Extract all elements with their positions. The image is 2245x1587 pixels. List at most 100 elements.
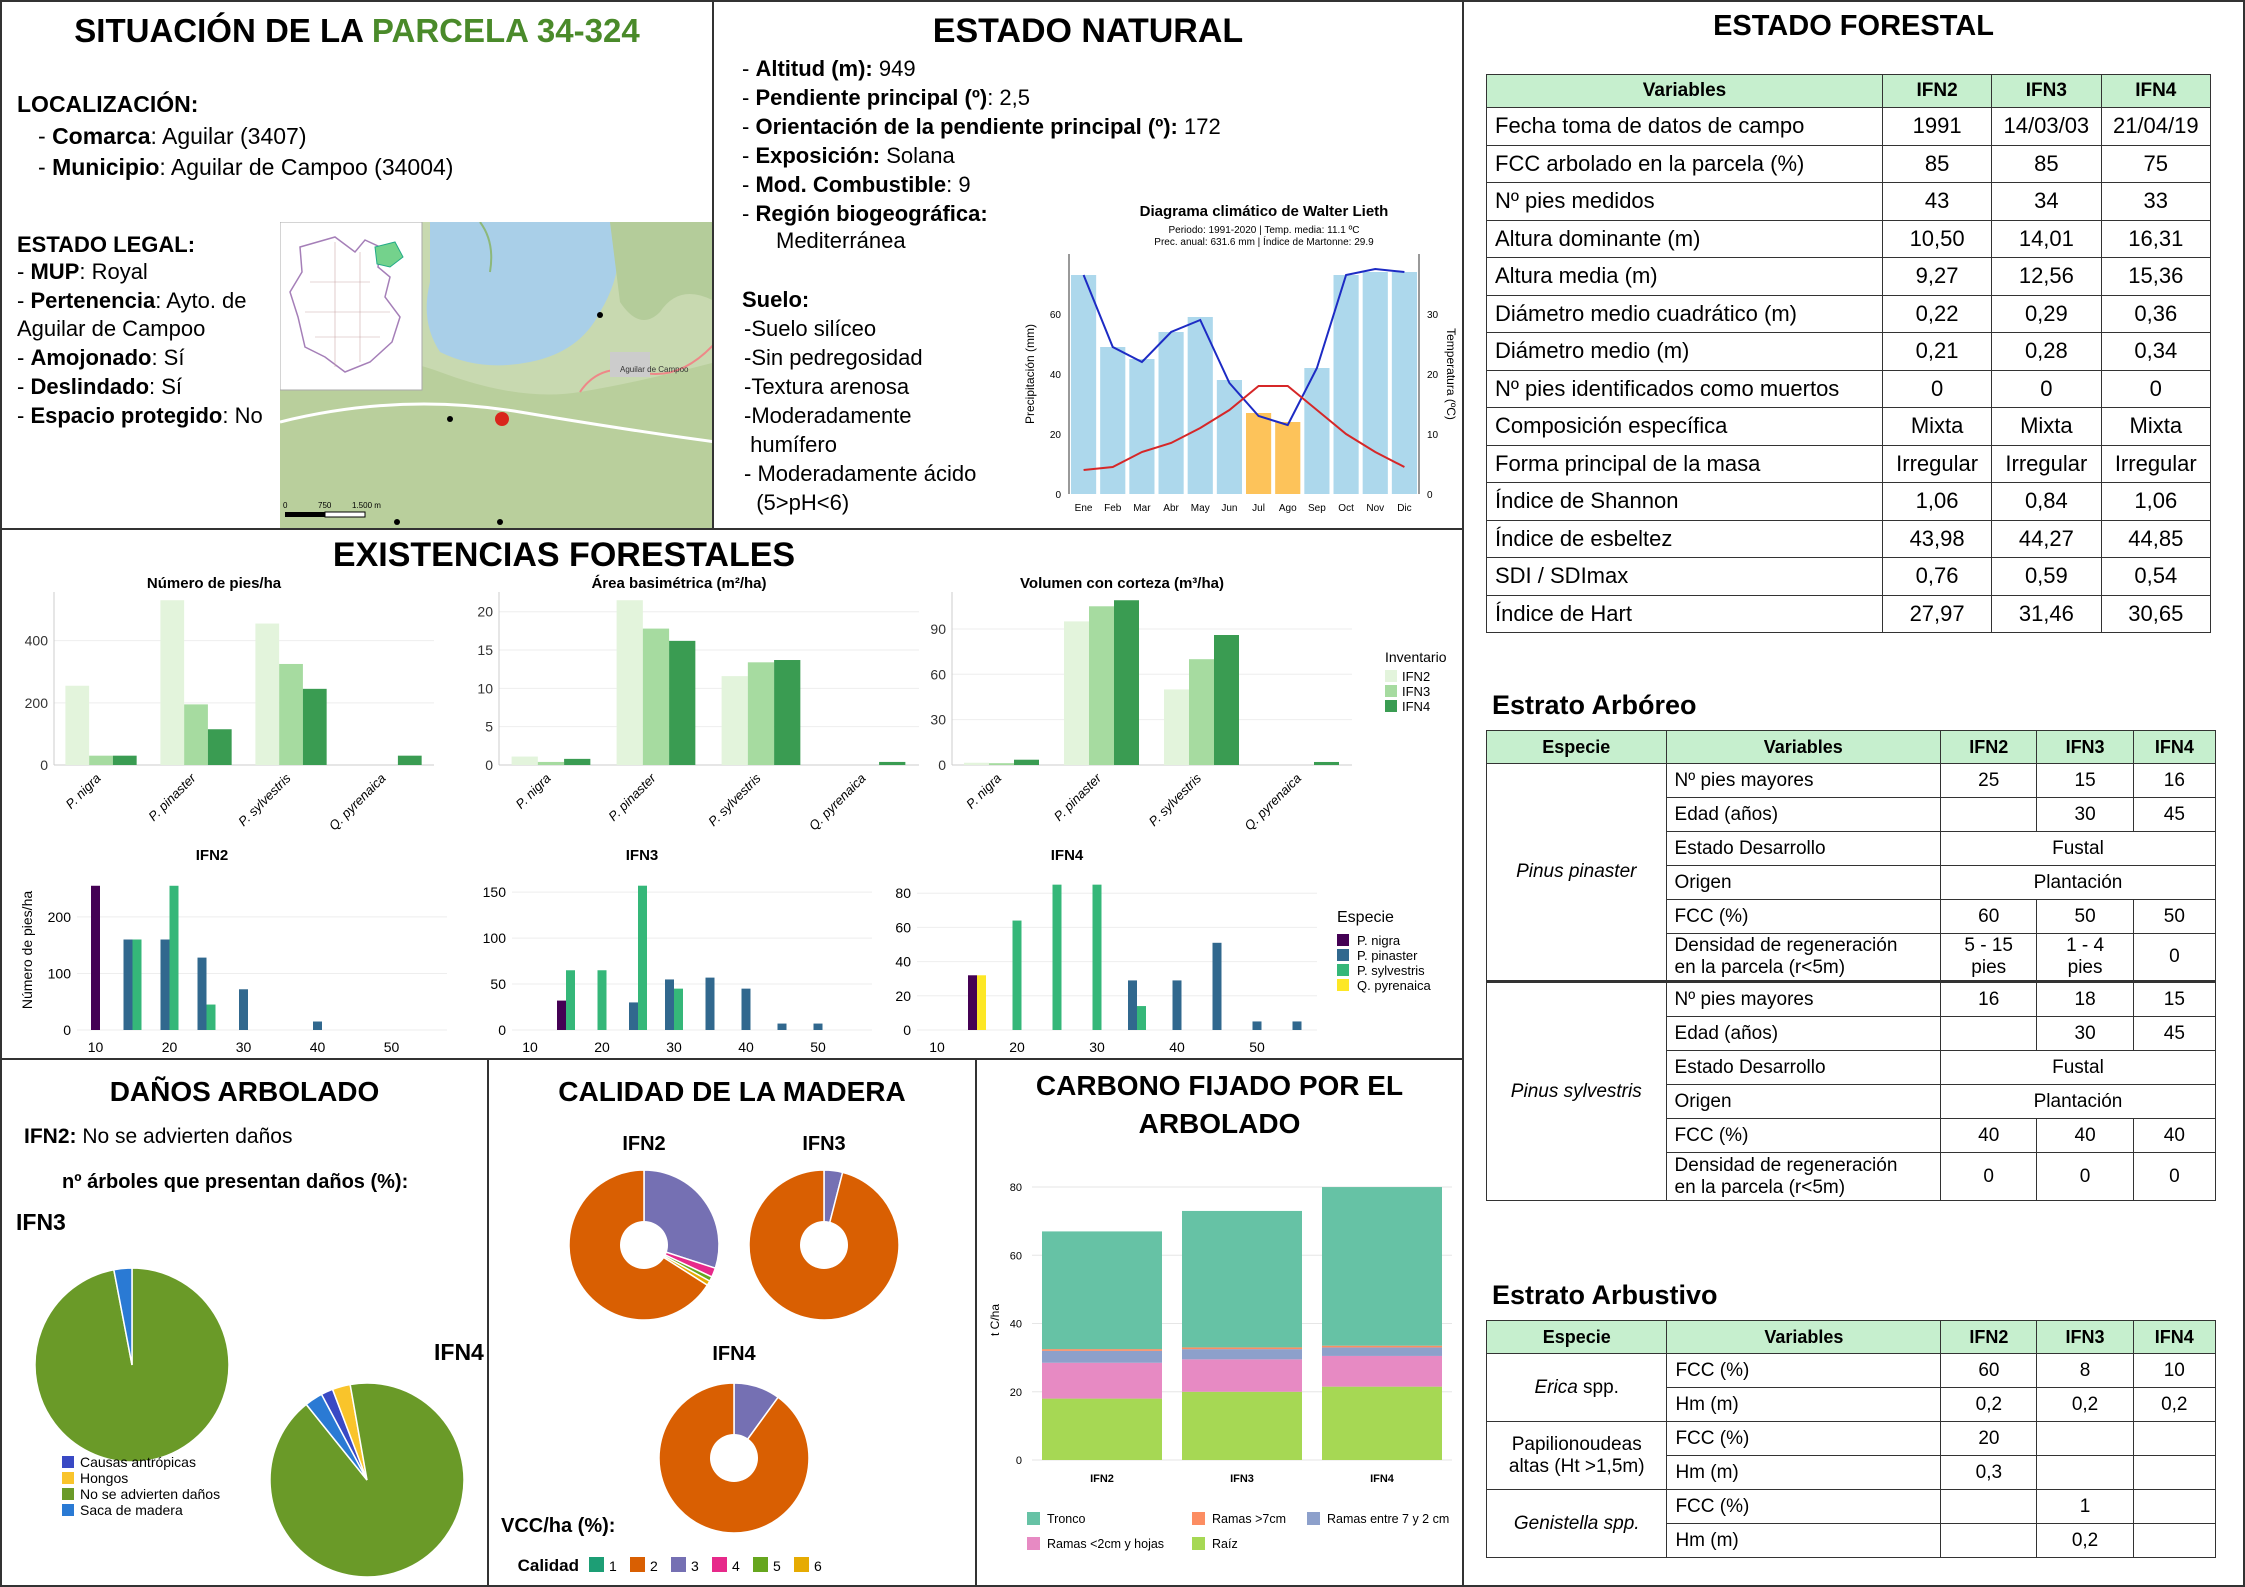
natural-item: - Altitud (m): 949 [742,54,916,83]
climograph-month-label: Jun [1221,503,1237,514]
table-cell: 0 [1939,1152,2038,1201]
existencias-chart-title: Volumen con corteza (m³/ha) [1020,575,1224,592]
existencias-species-label: P. nigra [63,771,104,812]
diametric-bar [777,1023,787,1030]
table-cell: 44,27 [1991,519,2102,558]
natural-item-value: : 9 [946,172,971,197]
climograph-subtitle-2: Prec. anual: 631.6 mm | Índice de Marton… [1154,235,1374,248]
variable-cell: Edad (años) [1665,1016,1941,1051]
svg-text:750: 750 [318,501,332,510]
panel-calidad: CALIDAD DE LA MADERA IFN2 IFN3 IFN4 VCC/ha … [487,1058,977,1587]
diametric-bar [123,939,133,1030]
table-cell: SDI / SDImax [1485,557,1884,596]
danos-legend-label: Causas antrópicas [80,1454,196,1470]
especie-legend-label: P. pinaster [1357,948,1418,963]
danos-legend-swatch [62,1472,74,1484]
table-cell: 0 [2100,369,2212,408]
table-cell: Diámetro medio cuadrático (m) [1485,294,1884,333]
table-cell: Índice de esbeltez [1485,519,1884,558]
diametric-bar [313,1021,322,1030]
carbono-tick: 60 [1010,1250,1022,1262]
carbono-tick: 40 [1010,1319,1022,1331]
svg-text:1.500 m: 1.500 m [352,501,381,510]
variable-cell: Estado Desarrollo [1665,1050,1941,1085]
carbono-bar-segment [1042,1362,1162,1399]
carbono-bar-segment [1182,1347,1302,1350]
especie-legend-label: Q. pyrenaica [1357,978,1431,993]
danos-ifn3-slice [112,1267,133,1366]
table-row: FCC (%) 40 40 40 [1487,1118,2217,1153]
comarca-line: - Comarca: Aguilar (3407) [38,123,307,149]
table-cell [2132,1421,2217,1456]
table-cell: Mixta [1882,407,1993,446]
natural-item: - Exposición: Solana [742,141,955,170]
carbono-bar-segment [1322,1355,1442,1387]
table-row: SDI / SDImax 0,76 0,59 0,54 [1485,557,2212,596]
variable-cell: FCC (%) [1666,1489,1942,1524]
especie-legend-label: P. sylvestris [1357,963,1425,978]
diametric-bar [557,1000,566,1030]
table-header-row: Especie Variables IFN2 IFN3 IFN4 [1486,730,2217,764]
climograph-precip-bar [1362,272,1388,494]
variable-cell: Densidad de regeneración en la parcela (r… [1665,933,1941,982]
diametric-bar [1137,1006,1146,1030]
calidad-title: CALIDAD DE LA MADERA [558,1076,906,1107]
table-cell: 10 [2132,1353,2217,1388]
existencias-bar [302,688,327,765]
existencias-bar [397,755,422,765]
table-cell: Altura dominante (m) [1485,219,1884,258]
table-cell: 60 [1940,1353,2038,1388]
calidad-legend-label: 1 [609,1558,617,1574]
table-cell: 16 [2132,763,2217,798]
existencias-tick: 0 [485,757,493,773]
diametric-xtick: 20 [594,1039,610,1055]
calidad-legend-swatch [671,1557,686,1572]
table-row: Altura dominante (m) 10,50 14,01 16,31 [1485,219,2212,258]
table-row: Nº pies medidos 43 34 33 [1485,182,2212,221]
natural-item-label: Altitud (m): [755,56,873,81]
diametric-bar [638,885,647,1030]
especie-legend-swatch [1337,949,1349,961]
climograph-month-label: Jul [1252,503,1265,514]
diametric-tick: 60 [895,919,911,935]
climograph-title: Diagrama climático de Walter Lieth [1140,203,1389,220]
table-cell: 0,2 [2036,1523,2134,1558]
carbono-title-1: CARBONO FIJADO POR EL [1035,1070,1404,1101]
climograph-left-tick: 20 [1050,430,1062,441]
existencias-tick: 90 [930,621,946,637]
climograph-precip-bar [1333,275,1359,494]
diametric-panel-title: IFN4 [1051,847,1084,864]
variable-cell: Estado Desarrollo [1665,831,1941,866]
carbono-legend-label: Ramas entre 7 y 2 cm [1327,1512,1449,1526]
danos-ifn4-slice [305,1393,368,1481]
estrato-arbustivo-table: Especie Variables IFN2 IFN3 IFN4 Erica spp. FC… [1485,1320,2217,1558]
table-row: Hm (m) 0,2 [1487,1523,2217,1558]
diametric-xtick: 50 [1249,1039,1265,1055]
diametric-panel-title: IFN3 [626,847,659,864]
svg-text:0: 0 [283,501,288,510]
danos-ifn4-label: IFN4 [434,1339,484,1365]
diametric-bar [977,975,986,1030]
variable-cell: FCC (%) [1665,1118,1941,1153]
climograph-left-tick: 40 [1050,370,1062,381]
table-cell: 16 [1939,981,2038,1017]
table-cell: 9,27 [1882,257,1993,296]
table-row: Pinus pinaster Nº pies mayores 25 15 16 [1486,763,2217,982]
existencias-bar [112,755,137,765]
diametric-xtick: 20 [1009,1039,1025,1055]
existencias-tick: 0 [40,757,48,773]
especie-legend-swatch [1337,964,1349,976]
table-cell [2036,1455,2134,1490]
climograph-precip-bar [1158,332,1184,494]
diametric-tick: 150 [483,884,507,900]
table-row: Estado Desarrollo Fustal [1487,831,2217,866]
estrato-arboreo-title: Estrato Arbóreo [1492,690,1697,720]
table-header-cell: IFN2 [1882,74,1993,108]
natural-item-value: Solana [880,143,955,168]
existencias-tick: 60 [930,666,946,682]
table-cell: 15 [2036,763,2134,798]
natural-item: - Orientación de la pendiente principal … [742,112,1221,141]
table-cell: 60 [1939,899,2038,934]
table-cell: 0,36 [2100,294,2212,333]
table-cell: Forma principal de la masa [1485,444,1884,483]
